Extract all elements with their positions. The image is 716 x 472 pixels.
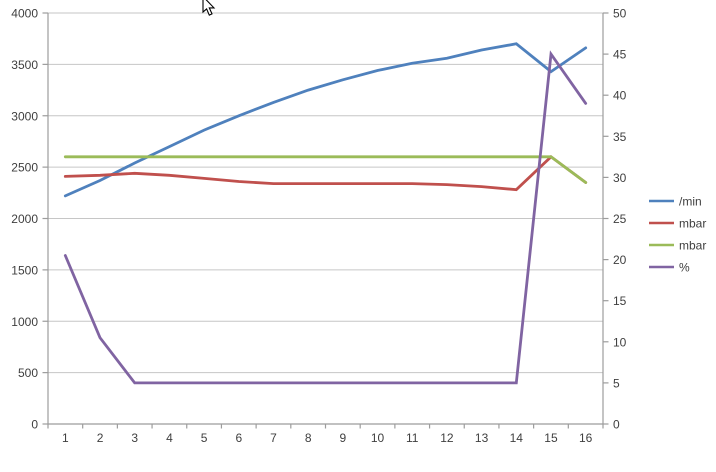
y-right-tick-label: 35: [613, 130, 627, 144]
y-left-tick-label: 1500: [11, 263, 38, 277]
gridlines: [48, 12, 603, 374]
axis-tick-labels: 0500100015002000250030003500400005101520…: [11, 7, 626, 446]
legend-item-mbar[interactable]: mbar: [649, 239, 706, 253]
y-right-tick-label: 30: [613, 171, 627, 185]
y-right-tick-label: 40: [613, 89, 627, 103]
y-right-tick-label: 5: [613, 376, 620, 390]
series-line-1-mbar[interactable]: [63, 154, 588, 192]
chart-legend: /min mbar mbar%: [649, 195, 706, 275]
y-right-tick-label: 10: [613, 335, 627, 349]
x-tick-label: 13: [475, 431, 489, 445]
x-tick-label: 15: [544, 431, 558, 445]
y-left-tick-label: 1000: [11, 315, 38, 329]
x-tick-label: 9: [340, 431, 347, 445]
x-tick-label: 14: [510, 431, 524, 445]
mouse-cursor-icon: [202, 0, 216, 16]
x-tick-label: 8: [305, 431, 312, 445]
y-right-tick-label: 50: [613, 7, 627, 21]
legend-label: /min: [679, 195, 702, 209]
legend-label: mbar: [679, 239, 706, 253]
x-tick-label: 10: [371, 431, 385, 445]
x-tick-label: 6: [235, 431, 242, 445]
legend-item-%[interactable]: %: [649, 261, 690, 275]
y-left-tick-label: 500: [18, 366, 38, 380]
legend-label: mbar: [679, 217, 706, 231]
legend-label: %: [679, 261, 690, 275]
legend-item-mbar[interactable]: mbar: [649, 217, 706, 231]
axis-ticks: [42, 12, 609, 429]
series-line-2-mbar[interactable]: [63, 155, 588, 184]
y-left-tick-label: 2000: [11, 212, 38, 226]
x-tick-label: 12: [440, 431, 454, 445]
y-left-tick-label: 4000: [11, 7, 38, 21]
x-tick-label: 2: [97, 431, 104, 445]
y-right-tick-label: 0: [613, 418, 620, 432]
y-left-tick-label: 2500: [11, 161, 38, 175]
y-right-tick-label: 20: [613, 253, 627, 267]
arrow-pointer: [202, 0, 216, 16]
y-left-tick-label: 0: [31, 418, 38, 432]
series-line-0-min[interactable]: [63, 42, 588, 198]
x-tick-label: 11: [406, 431, 419, 445]
x-tick-label: 16: [579, 431, 593, 445]
x-tick-label: 5: [201, 431, 208, 445]
y-right-tick-label: 15: [613, 294, 627, 308]
data-series: [63, 42, 588, 385]
x-tick-label: 7: [270, 431, 277, 445]
series-line-3-%[interactable]: [63, 50, 588, 385]
x-tick-label: 3: [131, 431, 138, 445]
x-tick-label: 1: [62, 431, 69, 445]
y-right-tick-label: 45: [613, 48, 627, 62]
x-tick-label: 4: [166, 431, 173, 445]
y-left-tick-label: 3500: [11, 58, 38, 72]
legend-item-min[interactable]: /min: [649, 195, 702, 209]
y-right-tick-label: 25: [613, 212, 627, 226]
y-left-tick-label: 3000: [11, 109, 38, 123]
